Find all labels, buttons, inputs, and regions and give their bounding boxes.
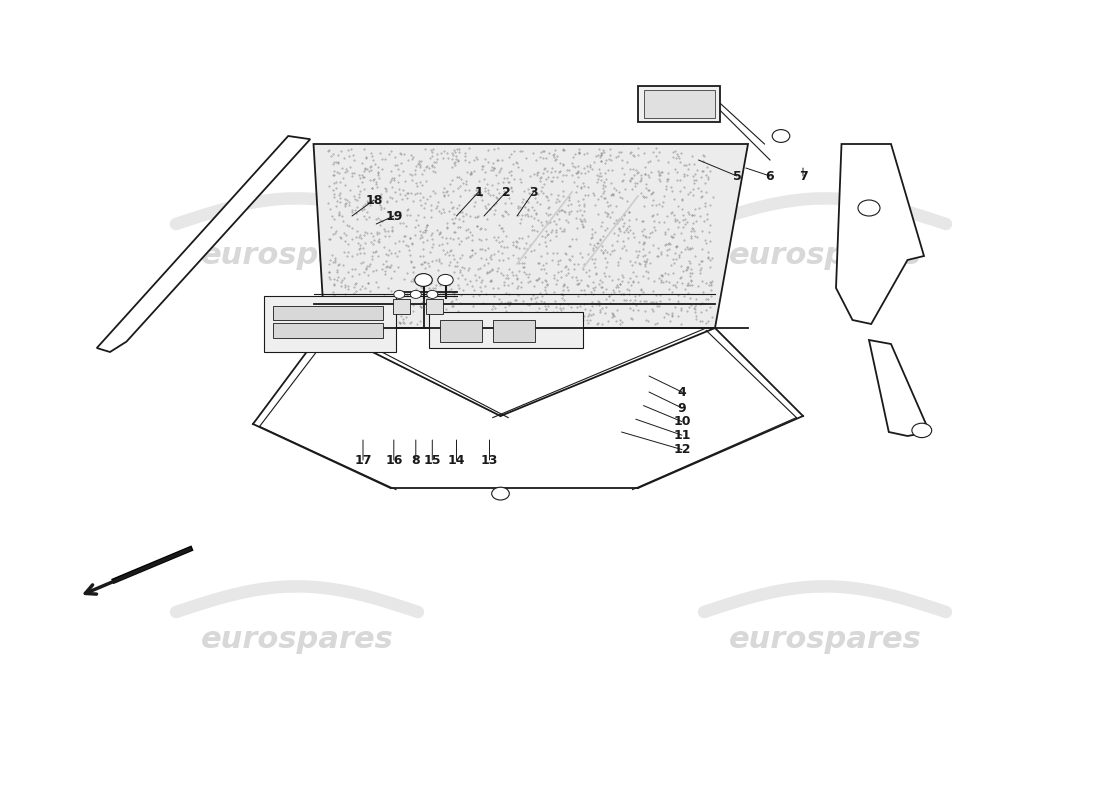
Text: 3: 3 <box>529 186 538 198</box>
Text: 7: 7 <box>799 170 807 182</box>
FancyBboxPatch shape <box>273 323 383 338</box>
Text: 4: 4 <box>678 386 686 398</box>
Text: eurospares: eurospares <box>728 242 922 270</box>
Circle shape <box>410 290 421 298</box>
Polygon shape <box>393 299 410 314</box>
Circle shape <box>912 423 932 438</box>
Circle shape <box>858 200 880 216</box>
Text: eurospares: eurospares <box>200 242 394 270</box>
Text: 15: 15 <box>424 454 441 466</box>
Text: 5: 5 <box>733 170 741 182</box>
Text: 11: 11 <box>673 429 691 442</box>
Text: 1: 1 <box>474 186 483 198</box>
FancyBboxPatch shape <box>440 320 482 342</box>
Text: 10: 10 <box>673 415 691 428</box>
Text: 6: 6 <box>766 170 774 182</box>
FancyBboxPatch shape <box>644 90 715 118</box>
Polygon shape <box>869 340 929 436</box>
Circle shape <box>394 290 405 298</box>
Polygon shape <box>836 144 924 324</box>
Text: 8: 8 <box>411 454 420 466</box>
Text: 12: 12 <box>673 443 691 456</box>
Polygon shape <box>314 144 748 328</box>
Text: 18: 18 <box>365 194 383 206</box>
Polygon shape <box>264 296 396 352</box>
Text: 16: 16 <box>385 454 403 466</box>
Text: 17: 17 <box>354 454 372 466</box>
Polygon shape <box>429 312 583 348</box>
Text: eurospares: eurospares <box>728 626 922 654</box>
Circle shape <box>772 130 790 142</box>
FancyBboxPatch shape <box>638 86 721 122</box>
Polygon shape <box>97 136 310 352</box>
Text: 14: 14 <box>448 454 465 466</box>
Text: 19: 19 <box>385 210 403 222</box>
Text: eurospares: eurospares <box>200 626 394 654</box>
Circle shape <box>492 487 509 500</box>
Text: 13: 13 <box>481 454 498 466</box>
Text: 9: 9 <box>678 402 686 414</box>
Circle shape <box>427 290 438 298</box>
FancyBboxPatch shape <box>493 320 535 342</box>
Circle shape <box>438 274 453 286</box>
FancyBboxPatch shape <box>273 306 383 320</box>
Circle shape <box>415 274 432 286</box>
Text: 2: 2 <box>502 186 510 198</box>
Polygon shape <box>426 299 443 314</box>
